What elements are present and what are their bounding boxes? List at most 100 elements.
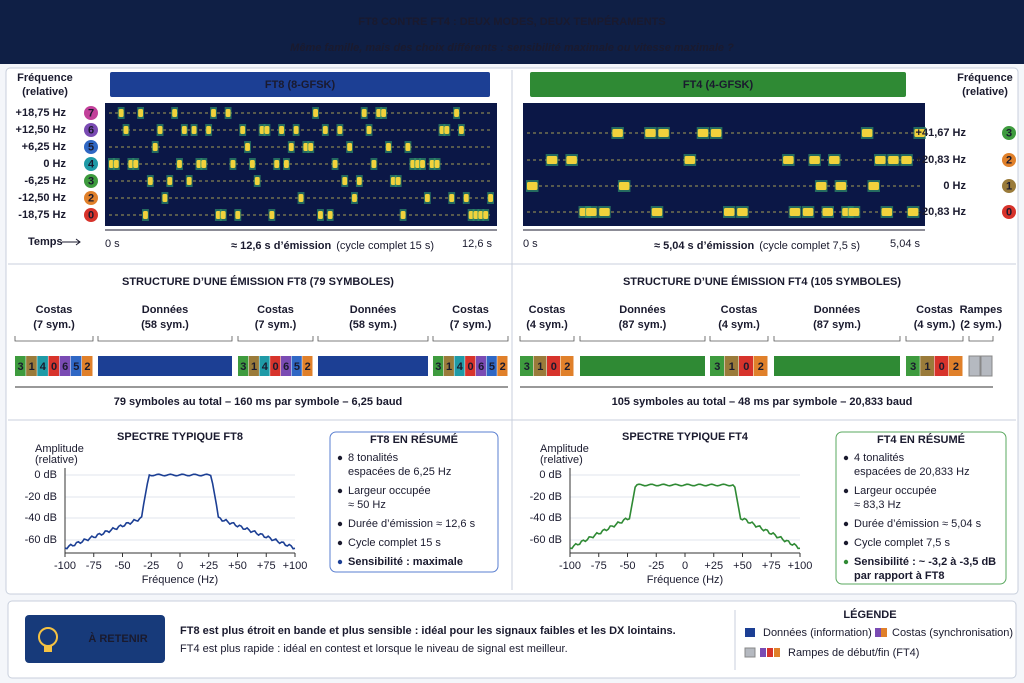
bulb-icon (44, 646, 52, 652)
summary-item: espacées de 6,25 Hz (348, 466, 451, 478)
symbol (809, 156, 820, 164)
symbol (783, 156, 794, 164)
summary-item: Durée d’émission ≈ 12,6 s (348, 518, 476, 530)
bullet (843, 488, 849, 494)
symbol (225, 109, 231, 117)
costas-digit: 3 (910, 361, 916, 373)
subtitle: Même famille, mais des choix différents … (290, 42, 734, 54)
summary-highlight: Sensibilité : ~ -3,2 à -3,5 dB (854, 556, 996, 568)
block-name: Costas (257, 304, 294, 316)
symbol (352, 194, 357, 202)
symbol (274, 160, 280, 168)
symbol (254, 177, 260, 185)
costas-cell (724, 356, 739, 376)
symbol (888, 156, 899, 164)
costas-digit: 6 (62, 361, 68, 373)
block-size: (58 sym.) (349, 319, 397, 331)
symbol (293, 126, 299, 134)
symbol (473, 211, 479, 219)
symbol (822, 208, 834, 216)
tone-index-badge (1002, 153, 1016, 167)
block-size: (7 sym.) (450, 319, 492, 331)
symbol (658, 129, 669, 137)
data-block (580, 356, 705, 376)
bullet (337, 559, 343, 565)
symbol (211, 109, 216, 117)
x-tick-label: -75 (591, 560, 607, 572)
costas-digit: 0 (743, 361, 749, 373)
costas-digit: 4 (40, 361, 47, 373)
tone-index: 7 (88, 107, 94, 119)
costas-cell (433, 356, 444, 376)
legend-swatch (760, 648, 766, 657)
symbol (342, 177, 348, 185)
costas-cell (238, 356, 249, 376)
symbol (697, 129, 709, 137)
y-tick-label: 0 dB (539, 469, 562, 481)
symbol (172, 109, 178, 117)
symbol (245, 143, 250, 151)
tone-label: +12,50 Hz (16, 124, 67, 136)
x-tick-label: +75 (762, 560, 781, 572)
time-label: Temps (28, 236, 63, 248)
ramp-cell (968, 355, 981, 377)
spectrum-title: SPECTRE TYPIQUE FT4 (622, 431, 749, 443)
symbol (868, 182, 879, 190)
block-bracket (519, 336, 575, 342)
costas-cell (547, 356, 560, 376)
symbol (651, 208, 663, 216)
legend-item: Rampes de début/fin (FT4) (788, 647, 919, 659)
costas-cell (81, 356, 93, 376)
tone-label: 0 Hz (943, 180, 966, 192)
spectrum-title: SPECTRE TYPIQUE FT8 (117, 431, 243, 443)
ft4-waterfall (523, 103, 925, 226)
costas-cell (259, 356, 270, 376)
symbol (235, 211, 241, 219)
symbol (483, 211, 489, 219)
costas-cell (443, 356, 454, 376)
retain-line: FT8 est plus étroit en bande et plus sen… (180, 625, 676, 637)
costas-cell (486, 356, 497, 376)
symbol (381, 109, 387, 117)
costas-cell (497, 356, 508, 376)
costas-digit: 5 (489, 361, 495, 373)
symbol (361, 109, 367, 117)
symbol (907, 208, 919, 216)
summary-highlight: par rapport à FT8 (854, 570, 944, 582)
bullet (337, 488, 343, 494)
summary-item: 4 tonalités (854, 452, 905, 464)
costas-digit: 4 (457, 361, 464, 373)
summary-item: Cycle complet 15 s (348, 537, 441, 549)
symbol (488, 194, 493, 202)
tone-label: +20,83 Hz (916, 154, 967, 166)
costas-digit: 0 (51, 361, 57, 373)
symbol (829, 156, 840, 164)
summary-item: ≈ 50 Hz (348, 499, 386, 511)
costas-digit: 6 (478, 361, 484, 373)
y-tick-label: -20 dB (25, 491, 57, 503)
emission-label: ≈ 5,04 s d’émission (654, 240, 754, 252)
block-name: Données (814, 304, 860, 316)
costas-digit: 1 (729, 361, 735, 373)
data-block (318, 356, 428, 376)
x-tick-label: +25 (199, 560, 218, 572)
summary-item: Largeur occupée (348, 485, 431, 497)
summary-title: FT4 EN RÉSUMÉ (877, 433, 965, 446)
axis-title: Fréquence (957, 72, 1013, 84)
time-end: 12,6 s (462, 238, 492, 250)
data-block (774, 356, 900, 376)
costas-cell (270, 356, 281, 376)
symbol (434, 160, 440, 168)
y-axis-title: (relative) (540, 454, 583, 466)
symbol (191, 126, 197, 134)
bullet (843, 521, 849, 527)
tone-index-badge (84, 106, 98, 120)
block-size: (87 sym.) (619, 319, 667, 331)
summary-item: Largeur occupée (854, 485, 937, 497)
tone-index-badge (84, 157, 98, 171)
time-start: 0 s (523, 238, 538, 250)
costas-digit: 5 (73, 361, 79, 373)
block-bracket (905, 336, 964, 342)
legend-swatch (881, 628, 887, 637)
symbol (118, 109, 124, 117)
